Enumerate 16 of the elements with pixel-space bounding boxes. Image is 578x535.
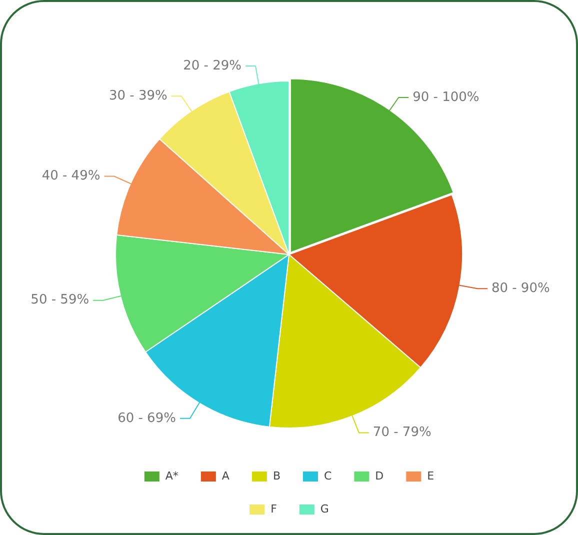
text: 70 - 79%: [372, 425, 432, 440]
text: 80 - 90%: [491, 280, 550, 296]
text: 90 - 100%: [412, 90, 480, 105]
text: 20 - 29%: [183, 58, 242, 74]
legend-label: B: [272, 469, 280, 482]
legend-label: C: [324, 469, 332, 482]
text: 30 - 39%: [108, 88, 168, 104]
legend-label: A*: [165, 469, 179, 482]
legend-label: A: [222, 469, 230, 482]
legend-label: F: [270, 502, 277, 516]
text: 60 - 69%: [118, 410, 176, 426]
legend-label: D: [375, 469, 384, 482]
legend-label: E: [427, 469, 434, 482]
text: 40 - 49%: [42, 168, 100, 184]
legend-label: G: [320, 502, 329, 516]
text: 50 - 59%: [30, 292, 90, 308]
